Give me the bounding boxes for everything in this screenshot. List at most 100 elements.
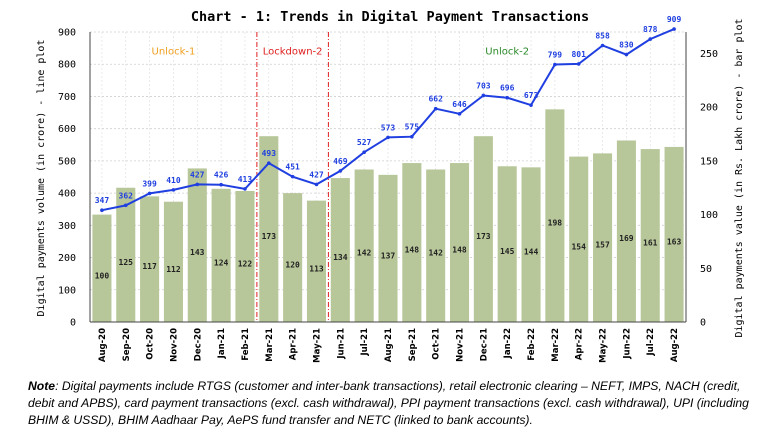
- bar-label: 143: [190, 248, 205, 257]
- line-point: [457, 112, 462, 116]
- line-point: [123, 203, 128, 208]
- left-axis-label: Digital payments volume (in crore) - lin…: [36, 40, 47, 317]
- bar: [616, 140, 636, 322]
- x-tick-label: Nov-20: [169, 328, 179, 362]
- bar: [306, 200, 327, 322]
- right-tick-label: 200: [700, 103, 718, 114]
- bar: [664, 146, 684, 322]
- bar: [593, 153, 613, 322]
- right-tick-label: 50: [700, 264, 712, 275]
- right-axis-label: Digital payments value (in Rs. Lakh cror…: [734, 18, 745, 337]
- line-point: [624, 52, 629, 57]
- bar: [521, 167, 541, 322]
- x-tick-label: Oct-21: [432, 328, 442, 360]
- bar: [140, 196, 160, 322]
- right-axis-ticks: 0 50 100 150 200 250: [700, 49, 718, 329]
- bar: [473, 136, 493, 322]
- x-tick-label: Nov-21: [456, 328, 466, 362]
- left-tick-label: 400: [58, 189, 76, 200]
- line-point: [314, 182, 319, 187]
- x-tick-label: Aug-21: [384, 328, 394, 362]
- bar: [426, 169, 446, 322]
- bar-label: 142: [357, 249, 372, 258]
- x-tick-label: Jun-21: [336, 328, 346, 360]
- bar-label: 148: [405, 246, 420, 255]
- bar: [640, 149, 660, 322]
- bar-label: 145: [500, 247, 515, 256]
- bar-label: 161: [643, 239, 658, 248]
- x-axis-ticks: Aug-20 Sep-20 Oct-20 Nov-20 Dec-20 Jan-21 Feb-…: [98, 328, 680, 363]
- line-label: 410: [166, 176, 181, 185]
- line-label: 830: [619, 41, 634, 50]
- line-point: [147, 191, 152, 196]
- bar-label: 198: [548, 219, 563, 228]
- bar: [163, 201, 183, 322]
- x-tick-label: Apr-21: [289, 328, 299, 360]
- right-tick-label: 0: [700, 318, 706, 329]
- line-label: 696: [500, 84, 515, 93]
- bar-label: 124: [214, 258, 229, 267]
- bar: [187, 168, 207, 322]
- line-point: [600, 43, 605, 48]
- x-tick-label: Sep-21: [408, 328, 418, 361]
- bar: [211, 188, 231, 322]
- bar-label: 144: [524, 248, 539, 257]
- left-tick-label: 0: [70, 318, 76, 329]
- bar-label: 173: [262, 232, 277, 241]
- line-label: 399: [142, 179, 157, 188]
- bar-label: 134: [333, 253, 348, 262]
- left-tick-label: 600: [58, 124, 76, 135]
- line-point: [338, 169, 343, 173]
- footnote-label: Note: [28, 379, 56, 393]
- line-label: 858: [595, 32, 610, 41]
- line-label: 527: [357, 138, 372, 147]
- phase-label: Unlock-2: [485, 47, 529, 58]
- bar-label: 137: [381, 251, 396, 260]
- line-label: 427: [190, 170, 205, 179]
- bar-label: 100: [95, 271, 110, 280]
- line-label: 493: [262, 149, 277, 158]
- bar-label: 154: [571, 242, 586, 251]
- line-point: [362, 150, 366, 154]
- combo-chart: Chart - 1: Trends in Digital Payment Tra…: [36, 9, 745, 363]
- bar: [497, 166, 517, 322]
- line-point: [576, 62, 581, 66]
- x-tick-label: Jan-21: [217, 328, 227, 359]
- line-point: [433, 106, 438, 111]
- bar-label: 148: [452, 246, 467, 255]
- bar: [378, 174, 398, 322]
- line-point: [267, 161, 271, 165]
- left-tick-label: 100: [58, 285, 76, 296]
- line-points: [100, 27, 676, 212]
- right-tick-label: 150: [700, 156, 718, 167]
- line-label: 909: [667, 15, 682, 24]
- bar: [449, 163, 470, 322]
- bar-label: 169: [619, 234, 634, 243]
- line-point: [219, 182, 223, 187]
- left-tick-label: 300: [58, 221, 76, 232]
- x-tick-label: Oct-20: [146, 328, 156, 360]
- line-point: [171, 188, 176, 192]
- bar-label: 125: [119, 258, 134, 267]
- line-point: [505, 95, 510, 100]
- line-point: [243, 187, 247, 191]
- x-tick-label: May-22: [599, 328, 609, 363]
- line-point: [481, 93, 486, 98]
- x-tick-label: Jan-22: [503, 328, 513, 359]
- line-label: 662: [428, 95, 443, 104]
- line-point: [648, 37, 653, 41]
- bar: [569, 156, 589, 322]
- x-tick-label: Jul-21: [360, 328, 370, 357]
- bar: [283, 193, 303, 322]
- bar: [402, 163, 422, 322]
- line-point: [529, 103, 533, 107]
- footnote: Note: Digital payments include RTGS (cus…: [28, 378, 758, 429]
- bar-label: 120: [285, 261, 300, 270]
- bar: [235, 190, 255, 322]
- left-tick-label: 700: [58, 92, 76, 103]
- x-tick-label: Sep-20: [122, 328, 132, 361]
- line-label: 573: [381, 123, 396, 132]
- bar: [92, 214, 112, 322]
- line-label: 362: [119, 191, 134, 200]
- left-tick-label: 900: [58, 28, 76, 39]
